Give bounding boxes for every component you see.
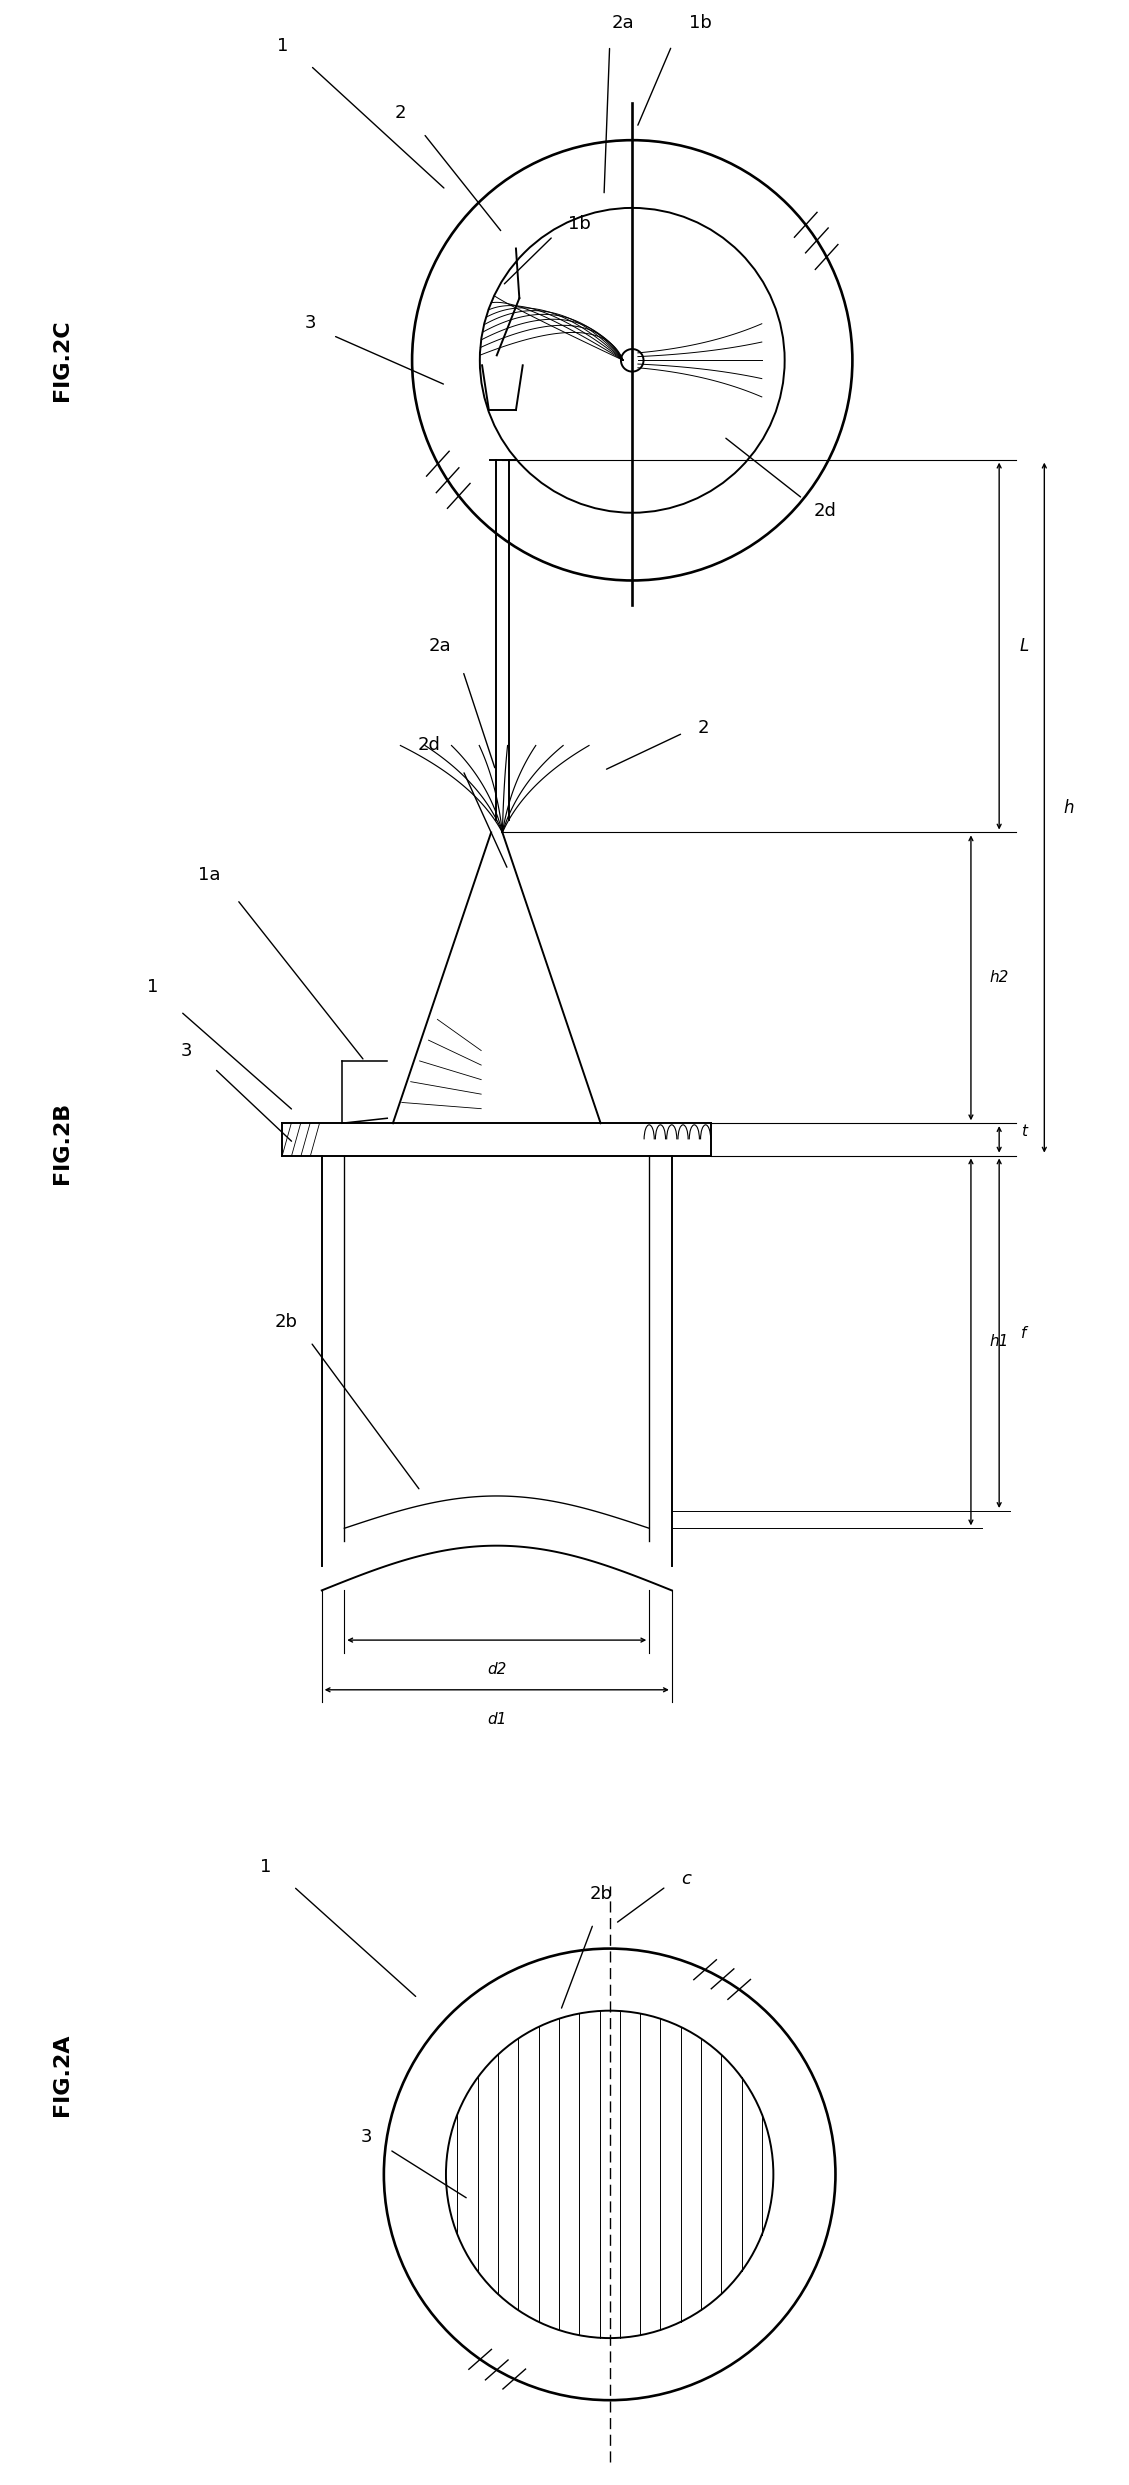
Text: h: h [1064,798,1075,818]
Text: 1b: 1b [568,214,590,234]
Text: 1: 1 [277,37,288,55]
Text: 2b: 2b [590,1886,613,1904]
Text: t: t [1021,1123,1027,1141]
Text: 3: 3 [305,313,316,333]
Text: h2: h2 [989,969,1009,987]
Text: 2: 2 [698,718,709,738]
Text: 1b: 1b [689,15,711,32]
Text: 2: 2 [395,104,406,122]
Text: 2d: 2d [814,502,837,519]
Text: 1a: 1a [198,865,220,885]
Text: 2b: 2b [274,1312,297,1332]
Text: h1: h1 [989,1334,1009,1349]
Text: FIG.2C: FIG.2C [52,321,72,400]
Text: c: c [682,1871,691,1889]
Text: 2d: 2d [418,736,440,755]
Text: 1: 1 [147,977,158,996]
Text: 2a: 2a [429,636,452,656]
Text: 2a: 2a [612,15,634,32]
Text: 3: 3 [361,2127,373,2147]
Text: d2: d2 [487,1662,507,1677]
Text: f: f [1022,1325,1026,1342]
Text: 3: 3 [181,1041,192,1061]
Text: FIG.2B: FIG.2B [52,1101,72,1185]
Text: 1: 1 [260,1859,271,1876]
Text: FIG.2A: FIG.2A [52,2033,72,2117]
Text: d1: d1 [487,1712,507,1727]
Text: L: L [1019,636,1029,656]
